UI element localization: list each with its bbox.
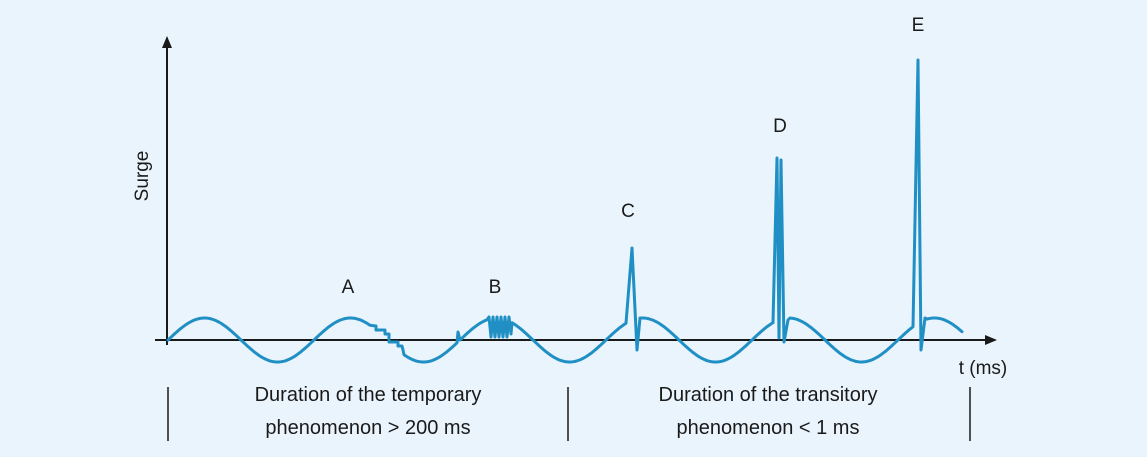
marker-e: E	[912, 15, 925, 36]
marker-a: A	[342, 277, 355, 298]
temporary-duration-line2: phenomenon > 200 ms	[265, 417, 470, 439]
temporary-duration-line1: Duration of the temporary	[255, 384, 482, 406]
marker-b: B	[489, 277, 502, 298]
transitory-duration-line1: Duration of the transitory	[659, 384, 878, 406]
marker-c: C	[621, 201, 635, 222]
surge-waveform	[166, 58, 964, 364]
marker-d: D	[773, 116, 787, 137]
x-axis-label: t (ms)	[959, 358, 1008, 379]
transitory-duration-line2: phenomenon < 1 ms	[677, 417, 860, 439]
y-axis-label: Surge	[132, 151, 153, 202]
